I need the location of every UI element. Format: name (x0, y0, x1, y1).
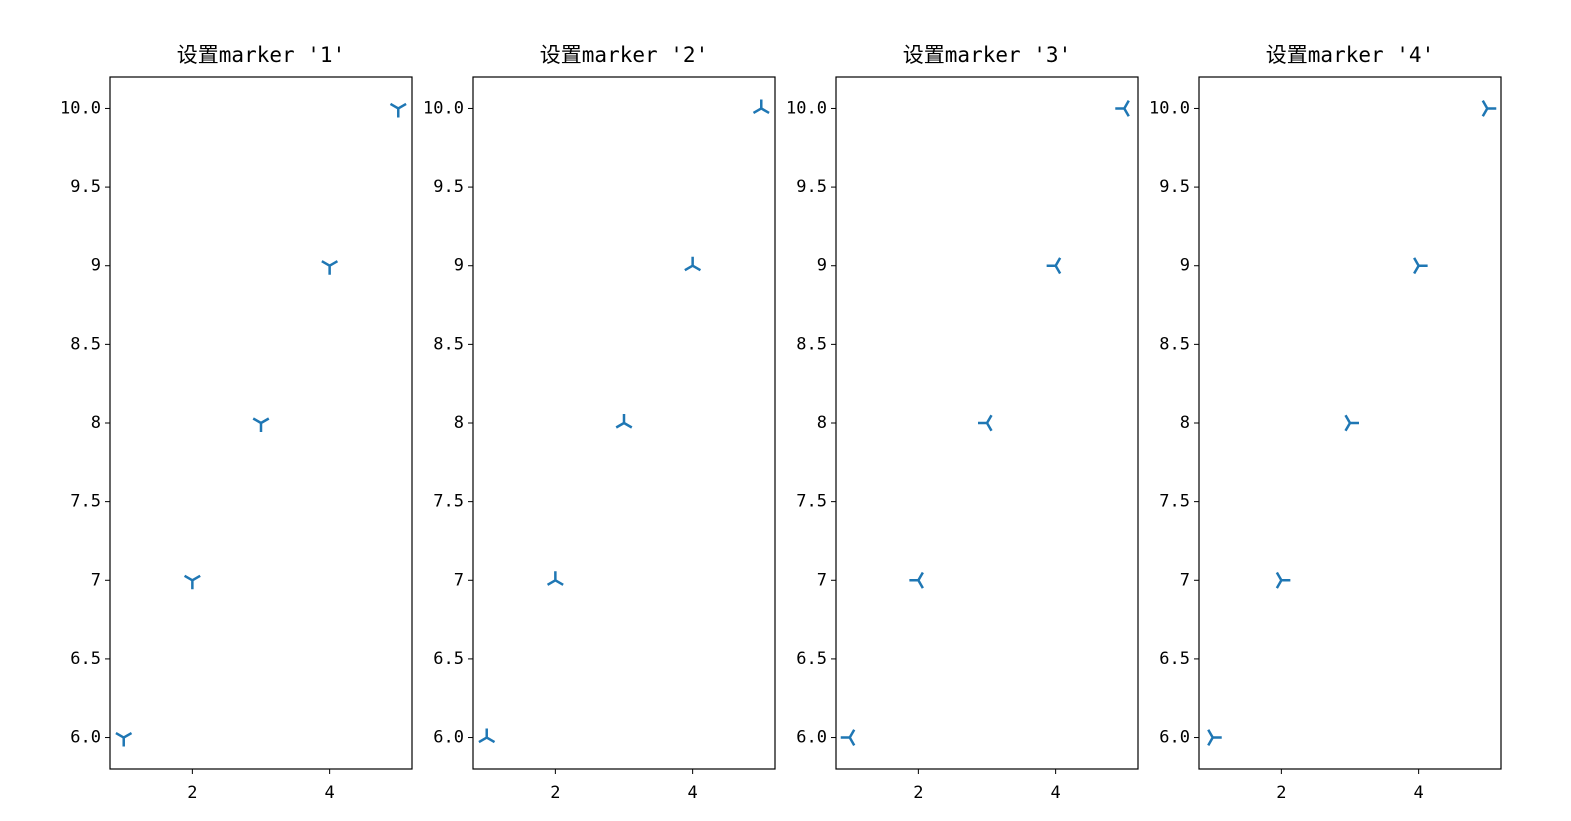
y-tick-label: 7.5 (1159, 492, 1190, 512)
point (1207, 729, 1222, 746)
point (1413, 257, 1428, 275)
y-tick-label: 8 (1180, 413, 1190, 433)
x-tick-label: 4 (325, 783, 335, 803)
point (1481, 100, 1497, 117)
y-tick-label: 6.5 (1159, 649, 1190, 669)
y-tick-label: 7.5 (433, 492, 464, 512)
y-tick-label: 8.5 (1159, 334, 1190, 354)
point (909, 571, 924, 589)
chart-title: 设置marker '1' (177, 43, 345, 67)
point (840, 729, 856, 746)
y-tick-label: 10.0 (1149, 98, 1190, 118)
point (1046, 257, 1062, 275)
y-tick-label: 6.0 (70, 728, 101, 748)
y-tick-label: 7.5 (796, 492, 827, 512)
y-tick-label: 6.5 (796, 649, 827, 669)
x-tick-label: 4 (688, 783, 698, 803)
point (183, 574, 201, 590)
x-tick-label: 2 (913, 783, 923, 803)
point (1275, 571, 1291, 589)
y-tick-label: 9 (454, 256, 464, 276)
y-tick-label: 7 (1180, 570, 1190, 590)
y-tick-label: 10.0 (60, 98, 101, 118)
y-tick-label: 6.5 (70, 649, 101, 669)
y-tick-label: 6.0 (1159, 728, 1190, 748)
y-tick-label: 8 (454, 413, 464, 433)
x-tick-label: 4 (1414, 783, 1424, 803)
chart-title: 设置marker '4' (1266, 43, 1434, 67)
point (684, 256, 702, 272)
point (546, 571, 564, 586)
y-tick-label: 6.5 (433, 649, 464, 669)
y-tick-label: 7 (91, 570, 101, 590)
point (1115, 100, 1130, 117)
y-tick-label: 8.5 (433, 334, 464, 354)
x-tick-label: 2 (187, 783, 197, 803)
y-tick-label: 10.0 (786, 98, 827, 118)
y-tick-label: 8.5 (70, 334, 101, 354)
y-tick-label: 6.0 (796, 728, 827, 748)
point (321, 260, 339, 275)
y-tick-label: 9 (91, 256, 101, 276)
point (389, 102, 407, 118)
point (115, 731, 133, 747)
y-tick-label: 7 (454, 570, 464, 590)
point (1344, 414, 1359, 432)
point (615, 414, 633, 429)
y-tick-label: 8 (91, 413, 101, 433)
y-tick-label: 7.5 (70, 492, 101, 512)
x-tick-label: 2 (1276, 783, 1286, 803)
chart-title: 设置marker '2' (540, 43, 708, 67)
point (252, 417, 270, 432)
x-tick-label: 4 (1051, 783, 1061, 803)
y-tick-label: 8.5 (796, 334, 827, 354)
y-tick-label: 9.5 (433, 177, 464, 197)
y-tick-label: 8 (817, 413, 827, 433)
y-tick-label: 9 (817, 256, 827, 276)
point (752, 99, 770, 115)
y-tick-label: 10.0 (423, 98, 464, 118)
y-tick-label: 9 (1180, 256, 1190, 276)
y-tick-label: 6.0 (433, 728, 464, 748)
chart-title: 设置marker '3' (903, 43, 1071, 67)
y-tick-label: 7 (817, 570, 827, 590)
y-tick-label: 9.5 (70, 177, 101, 197)
y-tick-label: 9.5 (796, 177, 827, 197)
x-tick-label: 2 (550, 783, 560, 803)
y-tick-label: 9.5 (1159, 177, 1190, 197)
point (978, 414, 993, 432)
point (478, 728, 496, 744)
